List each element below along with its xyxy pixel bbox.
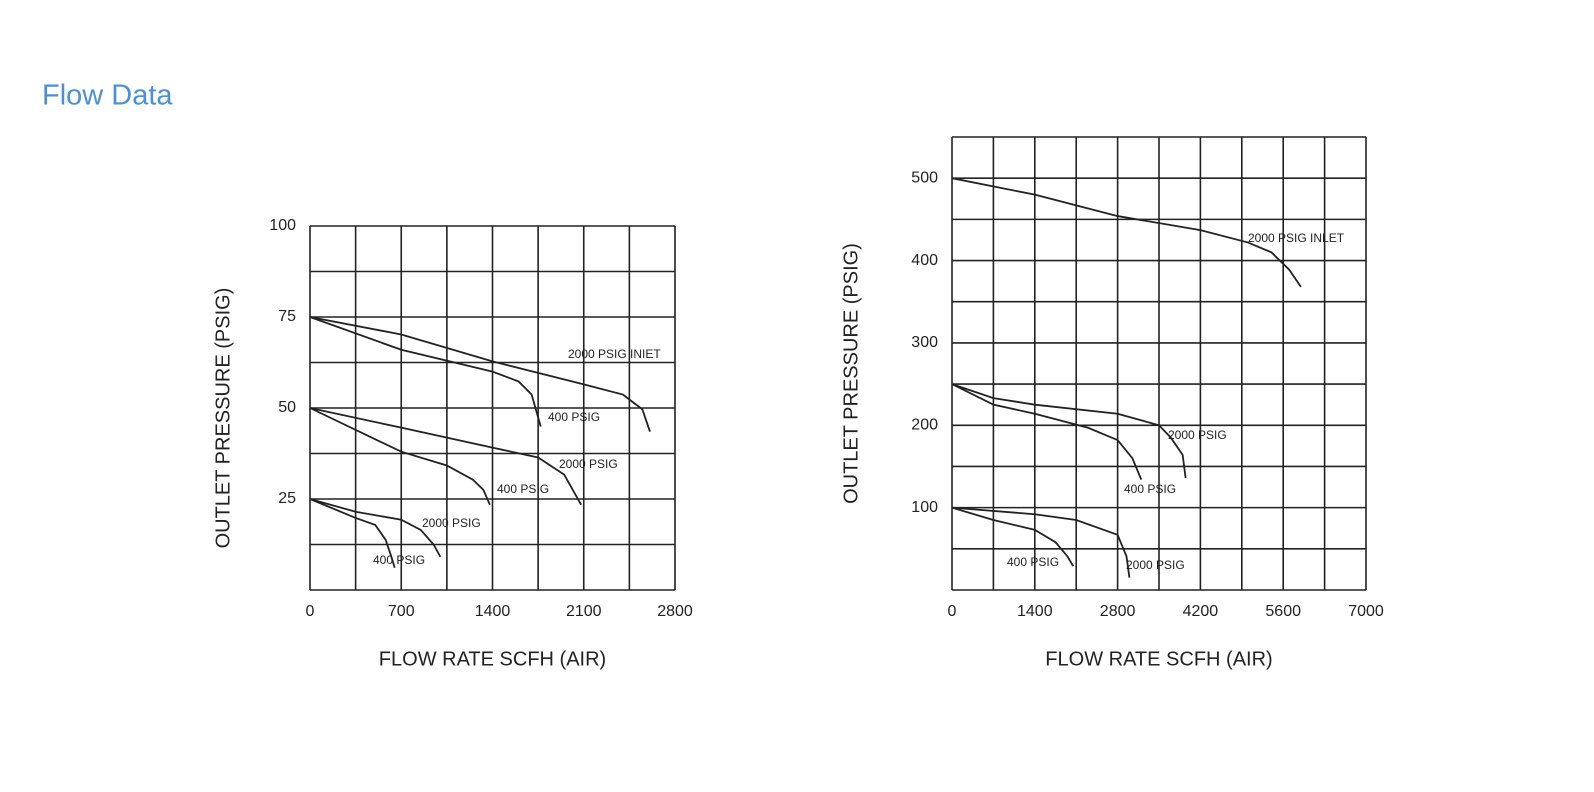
x-tick-label: 4200 [1183, 603, 1219, 620]
y-tick-label: 25 [278, 490, 296, 507]
curve-label: 2000 PSIG [1126, 558, 1185, 572]
x-tick-label: 0 [306, 603, 315, 620]
x-tick-label: 700 [388, 603, 415, 620]
curve-label: 2000 PSIG INIET [568, 347, 661, 361]
x-axis-label: FLOW RATE SCFH (AIR) [1045, 648, 1272, 670]
flow-curve [951, 177, 1302, 288]
curve-label: 2000 PSIG [559, 457, 618, 471]
curve-label: 2000 PSIG [1168, 428, 1227, 442]
page-title: Flow Data [42, 80, 173, 112]
y-tick-label: 300 [911, 334, 938, 351]
curve-label: 400 PSIG [1124, 482, 1176, 496]
y-axis-label: OUTLET PRESSURE (PSIG) [212, 288, 234, 549]
flow-curve [951, 383, 1143, 480]
flow-curve [309, 498, 442, 558]
x-tick-label: 5600 [1265, 603, 1301, 620]
y-tick-label: 100 [269, 217, 296, 234]
curve-label: 400 PSIG [497, 482, 549, 496]
x-tick-label: 0 [948, 603, 957, 620]
x-tick-label: 1400 [1017, 603, 1053, 620]
x-tick-label: 7000 [1348, 603, 1384, 620]
curve-label: 2000 PSIG [422, 516, 481, 530]
flow-curve [309, 316, 542, 427]
curve-label: 400 PSIG [373, 553, 425, 567]
x-tick-label: 2800 [1100, 603, 1136, 620]
flow-curve [951, 506, 1075, 567]
flow-curve [309, 407, 491, 506]
y-tick-label: 50 [278, 399, 296, 416]
y-tick-label: 75 [278, 308, 296, 325]
curve-label: 400 PSIG [548, 410, 600, 424]
flow-curve [309, 407, 582, 506]
y-tick-label: 100 [911, 499, 938, 516]
y-axis-label: OUTLET PRESSURE (PSIG) [840, 243, 862, 504]
x-tick-label: 2100 [566, 603, 602, 620]
curve-label: 400 PSIG [1007, 555, 1059, 569]
curve-label: 2000 PSIG INLET [1248, 231, 1345, 245]
flow-curve [309, 316, 651, 432]
y-tick-label: 200 [911, 416, 938, 433]
flow-curve [309, 498, 396, 569]
x-axis-label: FLOW RATE SCFH (AIR) [379, 648, 606, 670]
flow-curve [951, 383, 1187, 479]
x-tick-label: 1400 [475, 603, 511, 620]
y-tick-label: 500 [911, 169, 938, 186]
y-tick-label: 400 [911, 252, 938, 269]
flow-curve [951, 506, 1131, 578]
x-tick-label: 2800 [657, 603, 693, 620]
